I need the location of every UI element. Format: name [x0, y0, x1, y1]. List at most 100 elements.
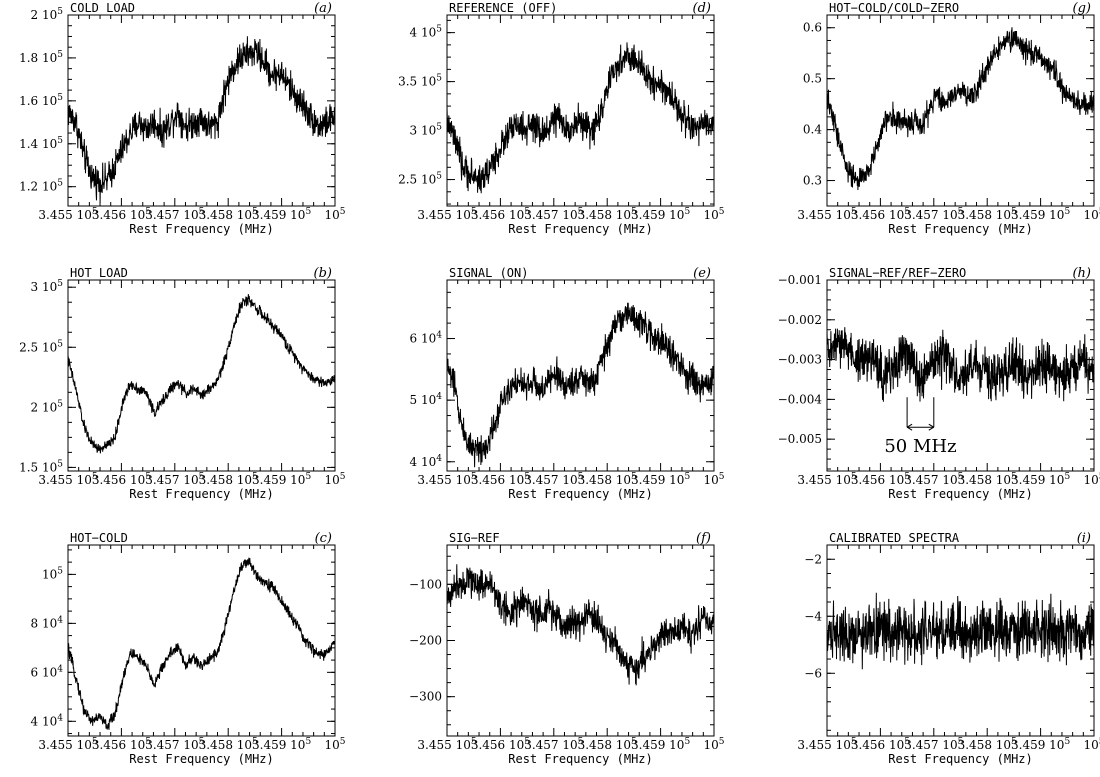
- y-tick-label: 2 105: [31, 7, 64, 22]
- x-tick-label: 3.459 105: [631, 737, 690, 752]
- x-tick-exponent: 5: [631, 207, 637, 217]
- x-tick-label: 3.456 105: [471, 207, 530, 222]
- x-tick-label: 3.455 105: [417, 472, 476, 487]
- y-tick-label: 3 105: [410, 123, 443, 138]
- x-tick-label: 3.455 105: [38, 737, 97, 752]
- y-tick-exponent: 5: [57, 50, 63, 60]
- x-axis-label: Rest Frequency (MHz): [888, 487, 1033, 501]
- x-tick-label: 3.457 105: [524, 207, 583, 222]
- x-tick-exponent: 5: [719, 472, 725, 482]
- panel-label: (g): [1073, 1, 1091, 16]
- x-tick-label: 105: [324, 207, 345, 222]
- x-tick-exponent: 5: [92, 737, 98, 747]
- x-tick-label: 3.458 105: [199, 207, 258, 222]
- x-tick-exponent: 5: [524, 737, 530, 747]
- x-tick-exponent: 5: [958, 207, 964, 217]
- x-tick-label: 3.458 105: [958, 472, 1017, 487]
- x-tick-exponent: 5: [340, 737, 346, 747]
- panel-title: CALIBRATED SPECTRA: [829, 531, 960, 545]
- x-tick-exponent: 5: [851, 472, 857, 482]
- x-tick-label: 105: [703, 472, 724, 487]
- x-tick-exponent: 5: [1011, 472, 1017, 482]
- y-tick-exponent: 5: [57, 339, 63, 349]
- x-tick-exponent: 5: [1099, 207, 1100, 217]
- x-tick-exponent: 5: [958, 737, 964, 747]
- y-tick-label: −2: [804, 552, 822, 566]
- y-tick-label: 8 104: [31, 615, 64, 630]
- x-tick-exponent: 5: [904, 472, 910, 482]
- annotation-label: 50 MHz: [884, 436, 956, 457]
- x-tick-label: 3.458 105: [958, 737, 1017, 752]
- x-tick-label: 3.456 105: [851, 207, 910, 222]
- x-tick-label: 3.458 105: [199, 472, 258, 487]
- x-tick-exponent: 5: [684, 737, 690, 747]
- panel-label: (b): [314, 266, 332, 281]
- y-tick-label: 3.5 105: [398, 74, 442, 89]
- y-tick-exponent: 5: [57, 93, 63, 103]
- x-axis-label: Rest Frequency (MHz): [888, 222, 1033, 236]
- plot-frame: [446, 544, 715, 737]
- y-tick-exponent: 5: [57, 279, 63, 289]
- y-tick-label: 4 104: [31, 713, 64, 728]
- x-tick-exponent: 5: [958, 472, 964, 482]
- x-tick-label: 3.457 105: [145, 207, 204, 222]
- x-tick-exponent: 5: [631, 472, 637, 482]
- y-tick-label: −4: [804, 609, 822, 623]
- x-axis-label: Rest Frequency (MHz): [888, 752, 1033, 766]
- y-tick-exponent: 5: [436, 123, 442, 133]
- x-tick-label: 3.458 105: [199, 737, 258, 752]
- x-tick-label: 3.455 105: [38, 472, 97, 487]
- x-tick-exponent: 5: [904, 207, 910, 217]
- x-tick-label: 3.459 105: [252, 207, 311, 222]
- y-tick-label: 1.5 105: [19, 459, 63, 474]
- spectrum-line: [67, 36, 336, 204]
- x-tick-label: 3.459 105: [252, 737, 311, 752]
- panel-title: SIG−REF: [449, 531, 500, 545]
- x-tick-label: 3.455 105: [797, 472, 856, 487]
- x-tick-label: 105: [1083, 207, 1100, 222]
- y-tick-exponent: 5: [57, 136, 63, 146]
- x-tick-label: 3.459 105: [631, 472, 690, 487]
- x-tick-label: 3.459 105: [1011, 737, 1070, 752]
- x-tick-label: 105: [324, 472, 345, 487]
- panel-title: SIGNAL−REF/REF−ZERO: [829, 266, 966, 280]
- x-tick-label: 105: [1083, 472, 1100, 487]
- x-tick-label: 3.456 105: [471, 472, 530, 487]
- panel-title: SIGNAL (ON): [449, 266, 528, 280]
- y-tick-label: 2.5 105: [19, 339, 63, 354]
- panel-title: HOT−COLD: [70, 531, 128, 545]
- panel-title: HOT LOAD: [70, 266, 128, 280]
- y-tick-exponent: 5: [57, 566, 63, 576]
- x-tick-exponent: 5: [1011, 207, 1017, 217]
- x-tick-label: 3.455 105: [797, 207, 856, 222]
- spectrum-line: [67, 294, 336, 454]
- y-tick-label: 0.6: [803, 21, 822, 35]
- y-tick-exponent: 4: [436, 331, 442, 341]
- x-tick-exponent: 5: [684, 472, 690, 482]
- x-axis-label: Rest Frequency (MHz): [129, 222, 274, 236]
- x-tick-label: 3.459 105: [1011, 472, 1070, 487]
- y-tick-exponent: 5: [436, 25, 442, 35]
- x-tick-exponent: 5: [199, 207, 205, 217]
- x-tick-exponent: 5: [904, 737, 910, 747]
- x-tick-exponent: 5: [631, 737, 637, 747]
- x-tick-exponent: 5: [199, 737, 205, 747]
- plot-frame: [67, 544, 336, 737]
- x-tick-exponent: 5: [851, 737, 857, 747]
- x-tick-exponent: 5: [1099, 472, 1100, 482]
- x-tick-exponent: 5: [719, 207, 725, 217]
- y-tick-label: 4 104: [410, 454, 443, 469]
- x-tick-exponent: 5: [1099, 737, 1100, 747]
- y-tick-label: −100: [409, 577, 442, 591]
- x-tick-exponent: 5: [524, 207, 530, 217]
- x-tick-exponent: 5: [578, 472, 584, 482]
- y-tick-label: 105: [42, 566, 63, 581]
- x-tick-label: 3.456 105: [851, 737, 910, 752]
- x-tick-exponent: 5: [92, 207, 98, 217]
- y-tick-label: 1.6 105: [19, 93, 63, 108]
- y-tick-exponent: 5: [57, 459, 63, 469]
